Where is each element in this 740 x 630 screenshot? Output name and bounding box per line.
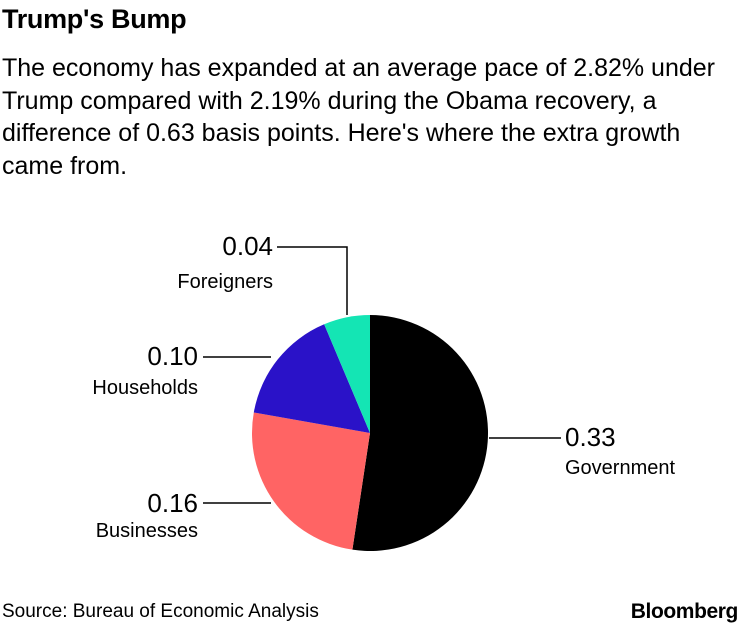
pie-slice-households	[253, 324, 370, 433]
name-label-households: Households	[92, 377, 198, 399]
label-government: 0.33 Government	[489, 422, 675, 479]
value-label-businesses: 0.16	[147, 488, 198, 518]
pie-slice-businesses	[251, 412, 370, 550]
pie-slice-foreigners	[324, 315, 370, 433]
value-label-government: 0.33	[565, 422, 616, 452]
value-label-foreigners: 0.04	[222, 231, 273, 261]
label-foreigners: 0.04 Foreigners	[177, 231, 348, 315]
pie-slice-government	[352, 315, 489, 551]
label-households: 0.10 Households	[92, 341, 271, 399]
leader-line-foreigners	[277, 246, 348, 315]
label-businesses: 0.16 Businesses	[96, 488, 271, 542]
bloomberg-logo: Bloomberg	[630, 600, 739, 623]
pie-slices	[251, 315, 489, 551]
value-label-households: 0.10	[147, 341, 198, 371]
chart-title: Trump's Bump	[2, 4, 187, 34]
chart-subtitle: The economy has expanded at an average p…	[2, 54, 716, 180]
name-label-businesses: Businesses	[96, 520, 198, 542]
source-note: Source: Bureau of Economic Analysis	[2, 601, 319, 622]
name-label-foreigners: Foreigners	[177, 271, 273, 293]
name-label-government: Government	[565, 457, 675, 479]
